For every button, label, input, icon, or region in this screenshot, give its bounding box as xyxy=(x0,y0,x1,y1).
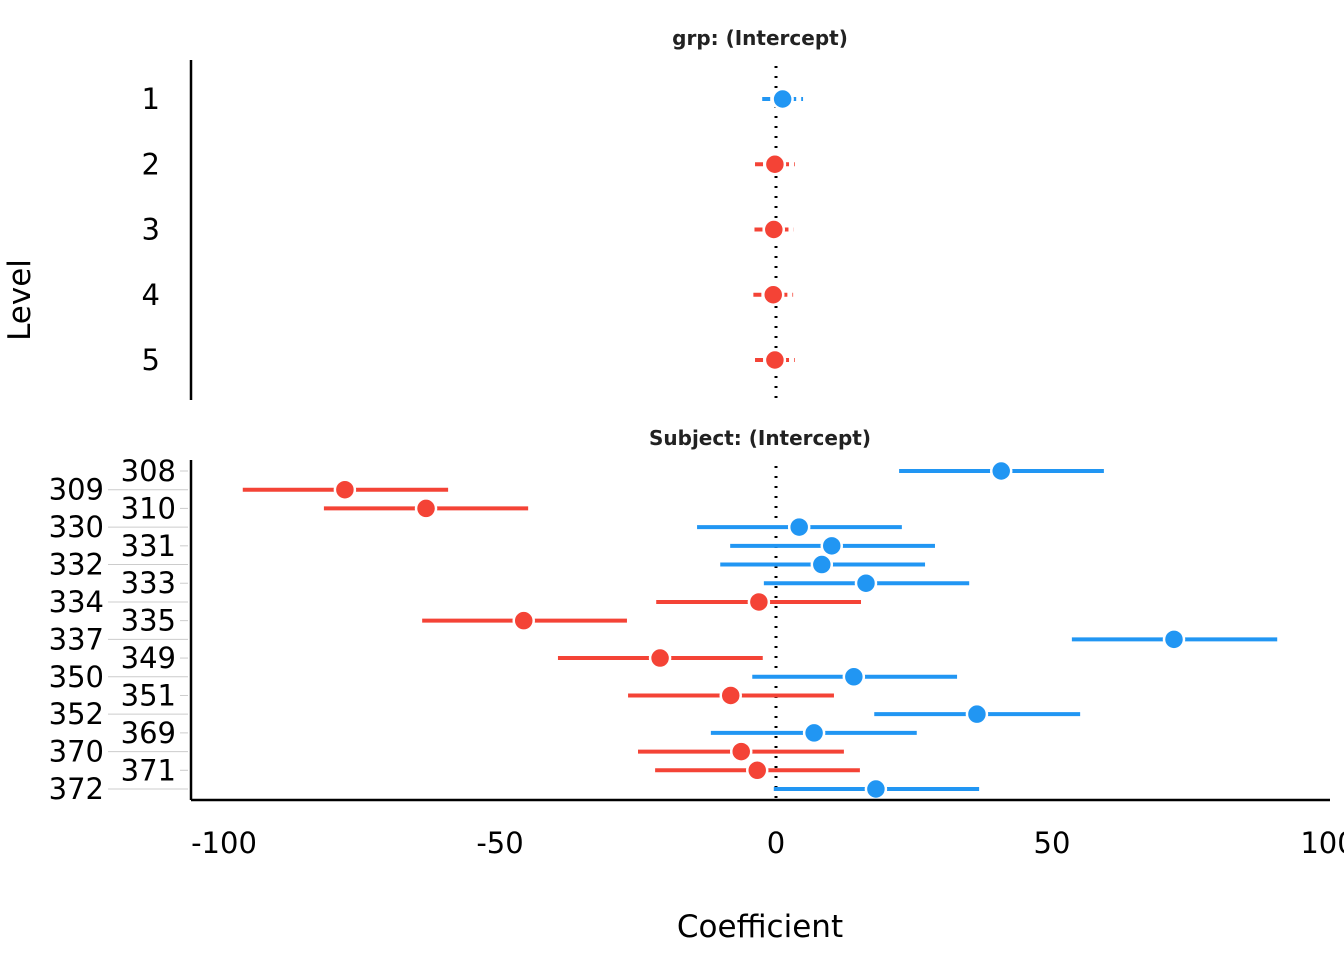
point-estimate xyxy=(333,478,357,501)
point-estimate xyxy=(771,87,794,111)
x-tick-label: -50 xyxy=(476,826,523,860)
y-tick-label: 372 xyxy=(49,772,104,806)
y-tick-label: 349 xyxy=(121,641,176,675)
point-estimate xyxy=(802,721,826,745)
y-tick-label: 4 xyxy=(142,278,160,312)
y-tick-label: 331 xyxy=(121,529,176,563)
point-estimate xyxy=(810,553,834,576)
y-tick-label: 5 xyxy=(142,343,160,377)
y-tick-label: 350 xyxy=(49,660,104,694)
y-tick-label: 371 xyxy=(121,753,176,787)
point-estimate xyxy=(989,459,1013,483)
y-tick-label: 330 xyxy=(49,510,104,544)
point-estimate xyxy=(512,609,535,632)
y-tick-label: 332 xyxy=(49,548,104,582)
y-tick-label: 335 xyxy=(121,604,176,638)
point-estimate xyxy=(745,759,769,782)
panel-title-grp: grp: (Intercept) xyxy=(672,26,848,50)
y-tick-label: 2 xyxy=(142,147,160,181)
point-estimate xyxy=(965,702,989,726)
y-tick-label: 308 xyxy=(121,454,176,488)
x-tick-label: 50 xyxy=(1034,826,1071,860)
point-estimate xyxy=(864,777,888,801)
y-tick-label: 333 xyxy=(121,566,176,600)
x-axis-label: Coefficient xyxy=(677,909,843,945)
point-estimate xyxy=(854,571,878,595)
y-axis-label: Level xyxy=(2,259,38,341)
point-estimate xyxy=(762,218,786,241)
point-estimate xyxy=(842,665,866,689)
y-tick-label: 351 xyxy=(121,678,176,712)
point-estimate xyxy=(761,283,785,306)
point-estimate xyxy=(719,684,742,707)
x-tick-label: 100 xyxy=(1300,826,1344,860)
y-tick-label: 3 xyxy=(142,213,160,247)
point-estimate xyxy=(763,348,787,372)
point-estimate xyxy=(763,153,787,176)
y-tick-label: 370 xyxy=(49,735,104,769)
y-tick-label: 309 xyxy=(49,473,104,507)
point-estimate xyxy=(787,515,811,539)
y-tick-label: 310 xyxy=(121,491,176,525)
point-estimate xyxy=(747,590,771,614)
x-tick-label: 0 xyxy=(767,826,785,860)
y-tick-label: 352 xyxy=(49,697,104,731)
panel-title-subject: Subject: (Intercept) xyxy=(649,426,871,450)
y-tick-label: 337 xyxy=(49,622,104,656)
point-estimate xyxy=(820,534,844,558)
y-tick-label: 334 xyxy=(49,585,104,619)
point-estimate xyxy=(729,740,753,763)
point-estimate xyxy=(648,646,672,670)
x-tick-label: -100 xyxy=(191,826,257,860)
y-tick-label: 369 xyxy=(121,716,176,750)
point-estimate xyxy=(414,497,438,520)
y-tick-label: 1 xyxy=(142,82,160,116)
point-estimate xyxy=(1162,628,1186,651)
